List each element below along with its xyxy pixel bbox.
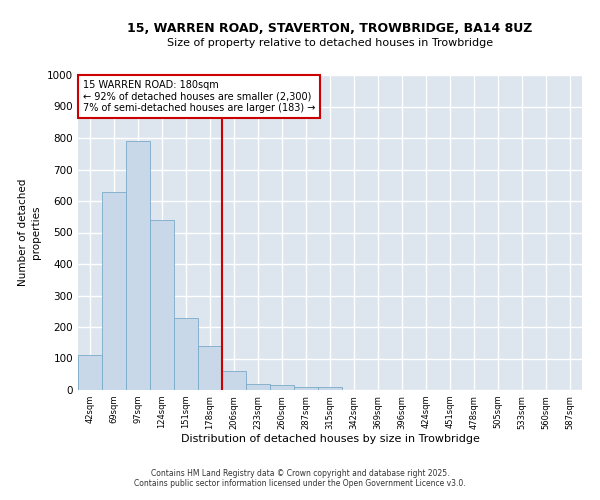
Bar [318, 387, 342, 390]
Y-axis label: Number of detached
properties: Number of detached properties [18, 179, 41, 286]
Bar [246, 384, 270, 390]
Bar [126, 141, 150, 390]
Text: Contains HM Land Registry data © Crown copyright and database right 2025.: Contains HM Land Registry data © Crown c… [151, 468, 449, 477]
X-axis label: Distribution of detached houses by size in Trowbridge: Distribution of detached houses by size … [181, 434, 479, 444]
Text: 15 WARREN ROAD: 180sqm
← 92% of detached houses are smaller (2,300)
7% of semi-d: 15 WARREN ROAD: 180sqm ← 92% of detached… [83, 80, 316, 113]
Bar [150, 220, 174, 390]
Bar [174, 318, 198, 390]
Text: 15, WARREN ROAD, STAVERTON, TROWBRIDGE, BA14 8UZ: 15, WARREN ROAD, STAVERTON, TROWBRIDGE, … [127, 22, 533, 36]
Bar [270, 386, 294, 390]
Text: Contains public sector information licensed under the Open Government Licence v3: Contains public sector information licen… [134, 478, 466, 488]
Bar [198, 346, 222, 390]
Bar [78, 356, 102, 390]
Bar [222, 371, 246, 390]
Bar [294, 387, 318, 390]
Text: Size of property relative to detached houses in Trowbridge: Size of property relative to detached ho… [167, 38, 493, 48]
Bar [102, 192, 126, 390]
